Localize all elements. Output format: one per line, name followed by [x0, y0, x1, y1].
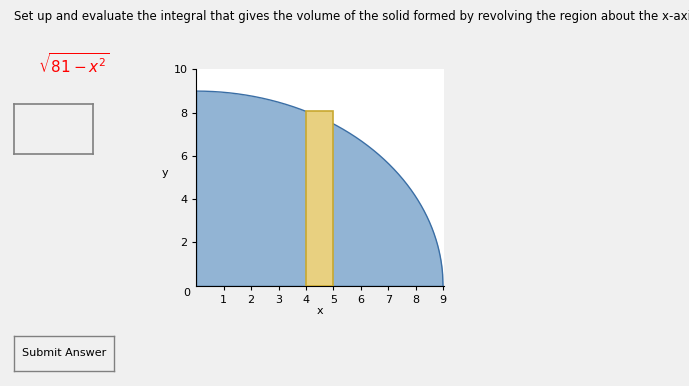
X-axis label: x: x [317, 306, 324, 316]
Text: Submit Answer: Submit Answer [21, 348, 106, 358]
Text: Set up and evaluate the integral that gives the volume of the solid formed by re: Set up and evaluate the integral that gi… [14, 10, 689, 23]
Text: $\sqrt{81-x^2}$: $\sqrt{81-x^2}$ [38, 52, 110, 76]
Bar [306, 112, 333, 286]
Y-axis label: y: y [162, 168, 168, 178]
Text: 0: 0 [183, 288, 190, 298]
